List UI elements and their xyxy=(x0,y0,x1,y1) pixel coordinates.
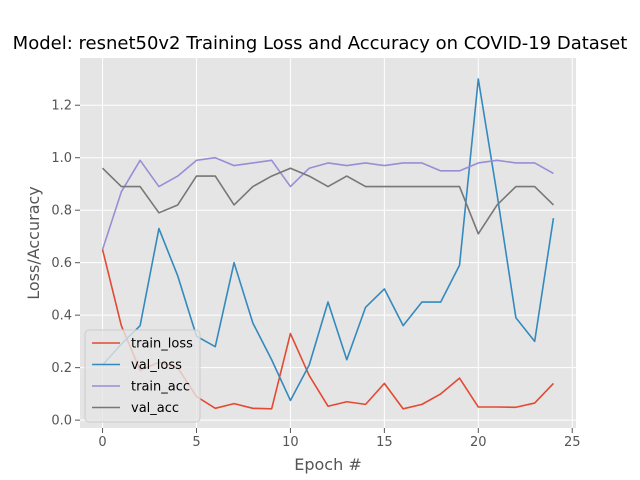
y-tick-label: 1.0 xyxy=(51,151,72,166)
legend-label-val-loss: val_loss xyxy=(131,358,182,373)
y-axis-label: Loss/Accuracy xyxy=(24,186,43,300)
y-tick-label: 0.8 xyxy=(51,204,72,219)
x-tick-label: 10 xyxy=(282,435,299,450)
series-line-val-acc xyxy=(101,167,555,235)
y-tick-label: 1.2 xyxy=(51,99,72,114)
series-line-train-acc xyxy=(101,156,554,250)
gridlines xyxy=(80,58,576,428)
series-lines xyxy=(101,78,555,410)
y-tick-label: 0.0 xyxy=(51,414,72,429)
x-tick-label: 5 xyxy=(192,435,200,450)
y-tick-label: 0.2 xyxy=(51,361,72,376)
axis-ticks: 0 5 10 15 20 25 0.0 0.2 0.4 0.6 0.8 1.0 1.2 xyxy=(51,99,580,450)
x-tick-label: 25 xyxy=(564,435,581,450)
y-tick-label: 0.4 xyxy=(51,309,72,324)
legend-label-train-loss: train_loss xyxy=(131,337,193,352)
x-tick-label: 0 xyxy=(98,435,106,450)
legend: train_loss val_loss train_acc val_acc xyxy=(84,329,201,423)
legend-frame xyxy=(84,329,201,423)
x-tick-label: 20 xyxy=(470,435,487,450)
legend-label-val-acc: val_acc xyxy=(131,401,179,416)
chart-title: Model: resnet50v2 Training Loss and Accu… xyxy=(13,33,628,54)
x-axis-label: Epoch # xyxy=(294,455,361,474)
series-line-val-loss xyxy=(101,78,555,402)
x-tick-label: 15 xyxy=(376,435,393,450)
y-tick-label: 0.6 xyxy=(51,256,72,271)
legend-entries: train_loss val_loss train_acc val_acc xyxy=(92,337,193,416)
legend-label-train-acc: train_acc xyxy=(131,380,190,395)
